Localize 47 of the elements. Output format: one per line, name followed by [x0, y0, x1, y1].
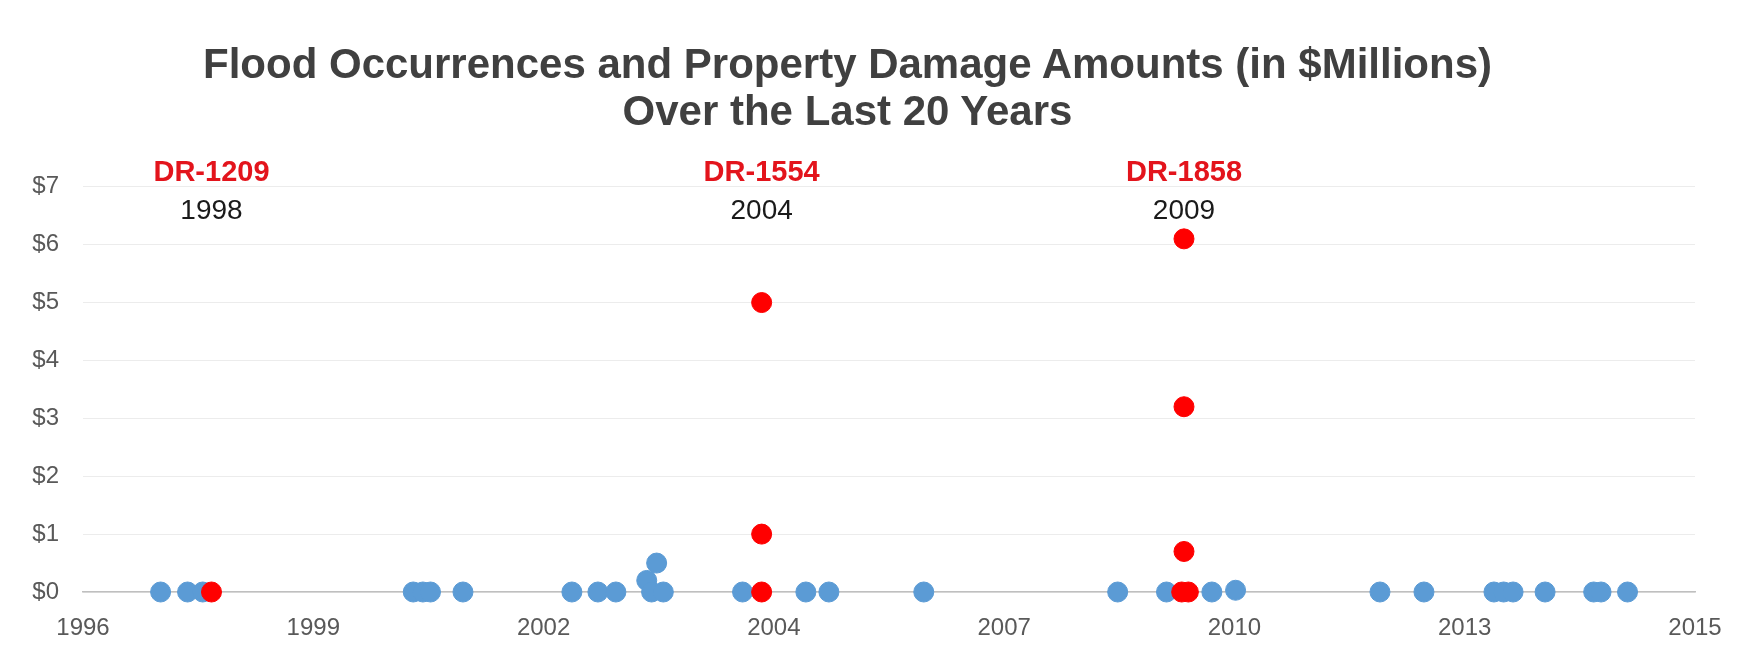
x-tick-label: 1996 [56, 613, 110, 641]
point [150, 581, 172, 603]
x-tick-label: 2010 [1207, 613, 1262, 641]
point [1173, 228, 1195, 250]
point [1201, 581, 1223, 603]
y-tick-label: $1 [32, 518, 59, 546]
annotation: 2004 [730, 194, 793, 226]
annotation: DR-1554 [703, 154, 820, 187]
point [1534, 581, 1556, 603]
chart-title: Flood Occurrences and Property Damage Amounts (in $Millions) Over the Last 20 Years [203, 39, 1492, 135]
x-tick-label: 2002 [516, 613, 571, 641]
point [1617, 581, 1639, 603]
point [1369, 581, 1391, 603]
point [818, 581, 840, 603]
point [1413, 581, 1435, 603]
annotation: 2009 [1152, 194, 1216, 226]
y-tick-label: $5 [32, 287, 59, 315]
y-tick-label: $7 [32, 171, 59, 199]
x-tick-label: 2013 [1438, 613, 1492, 641]
x-tick-label: 2004 [747, 613, 801, 641]
point [646, 552, 668, 574]
y-tick-label: $3 [32, 402, 59, 430]
y-tick-label: $2 [32, 460, 59, 488]
point [561, 581, 583, 603]
point [452, 581, 474, 603]
point [605, 581, 627, 603]
point [913, 581, 935, 603]
point [201, 581, 222, 603]
point [732, 581, 754, 603]
point [751, 581, 773, 603]
annotation: DR-1209 [153, 154, 270, 187]
point [587, 581, 609, 603]
point [751, 523, 773, 545]
point [795, 581, 817, 603]
point [1225, 579, 1247, 601]
point [1173, 540, 1195, 562]
x-tick-label: 2015 [1668, 613, 1722, 641]
point [1107, 581, 1129, 603]
y-tick-label: $6 [32, 229, 59, 257]
point [751, 292, 773, 314]
x-tick-label: 1999 [286, 613, 340, 641]
annotation: DR-1858 [1125, 154, 1243, 187]
annotation: 1998 [180, 194, 243, 226]
y-tick-label: $0 [32, 576, 59, 604]
x-tick-label: 2007 [977, 613, 1031, 641]
point [1173, 396, 1195, 418]
y-tick-label: $4 [32, 345, 59, 373]
